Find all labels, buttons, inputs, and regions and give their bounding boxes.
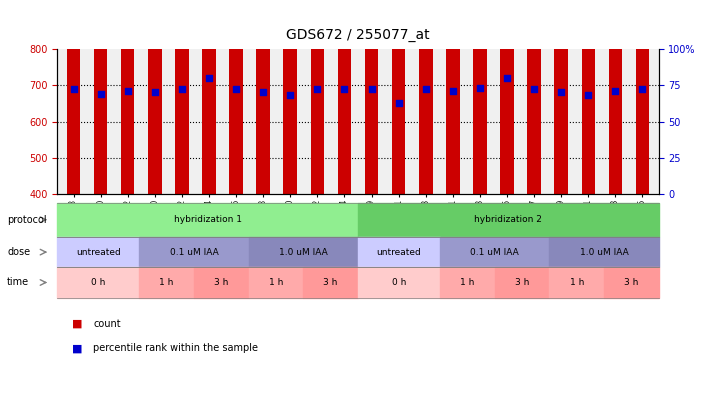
Bar <box>446 0 460 194</box>
Point <box>339 86 350 93</box>
Text: 0.1 uM IAA: 0.1 uM IAA <box>470 247 519 257</box>
Point <box>176 86 188 93</box>
Text: 3 h: 3 h <box>324 278 338 287</box>
Point <box>149 89 160 96</box>
Point <box>366 86 377 93</box>
Text: 3 h: 3 h <box>515 278 529 287</box>
Bar <box>364 0 378 194</box>
Bar <box>419 0 432 194</box>
Point <box>637 86 648 93</box>
Point <box>95 91 107 97</box>
Text: 0 h: 0 h <box>392 278 406 287</box>
Point <box>474 85 485 91</box>
Bar <box>94 0 107 194</box>
Bar <box>256 0 270 194</box>
Point <box>68 86 79 93</box>
Bar <box>473 0 487 194</box>
Point <box>556 89 567 96</box>
Text: 1 h: 1 h <box>460 278 475 287</box>
Point <box>501 75 513 81</box>
Text: hybridization 1: hybridization 1 <box>174 215 241 224</box>
Point <box>311 86 323 93</box>
Bar <box>392 41 405 194</box>
Bar <box>609 0 622 194</box>
Text: ■: ■ <box>72 343 82 353</box>
Text: 1 h: 1 h <box>268 278 283 287</box>
Point <box>203 75 215 81</box>
Point <box>528 86 540 93</box>
Point <box>420 86 432 93</box>
Point <box>258 89 269 96</box>
Point <box>609 87 621 94</box>
Text: 1 h: 1 h <box>160 278 174 287</box>
Text: 3 h: 3 h <box>214 278 228 287</box>
Bar <box>500 0 514 194</box>
Text: protocol: protocol <box>7 215 47 225</box>
Bar <box>67 0 80 194</box>
Text: 1 h: 1 h <box>569 278 584 287</box>
Point <box>122 87 133 94</box>
Bar <box>202 0 216 194</box>
Bar <box>527 12 541 194</box>
Bar <box>148 0 162 194</box>
Bar <box>284 0 297 194</box>
Bar <box>311 0 324 194</box>
Text: hybridization 2: hybridization 2 <box>475 215 542 224</box>
Bar <box>175 0 189 194</box>
Text: count: count <box>93 319 121 329</box>
Text: 1.0 uM IAA: 1.0 uM IAA <box>279 247 328 257</box>
Text: dose: dose <box>7 247 30 257</box>
Text: untreated: untreated <box>76 247 121 257</box>
Point <box>231 86 242 93</box>
Bar <box>338 0 352 194</box>
Point <box>447 87 458 94</box>
Point <box>393 99 405 106</box>
Text: 3 h: 3 h <box>624 278 639 287</box>
Bar <box>636 0 649 194</box>
Bar <box>121 0 135 194</box>
Bar <box>581 11 595 194</box>
Text: GDS672 / 255077_at: GDS672 / 255077_at <box>286 28 430 43</box>
Text: 0.1 uM IAA: 0.1 uM IAA <box>170 247 218 257</box>
Text: ■: ■ <box>72 319 82 329</box>
Bar <box>229 0 243 194</box>
Text: 0 h: 0 h <box>91 278 105 287</box>
Point <box>583 92 594 98</box>
Point <box>284 92 296 98</box>
Text: 1.0 uM IAA: 1.0 uM IAA <box>580 247 629 257</box>
Text: percentile rank within the sample: percentile rank within the sample <box>93 343 258 353</box>
Text: untreated: untreated <box>377 247 422 257</box>
Bar <box>554 0 568 194</box>
Text: time: time <box>7 277 29 288</box>
